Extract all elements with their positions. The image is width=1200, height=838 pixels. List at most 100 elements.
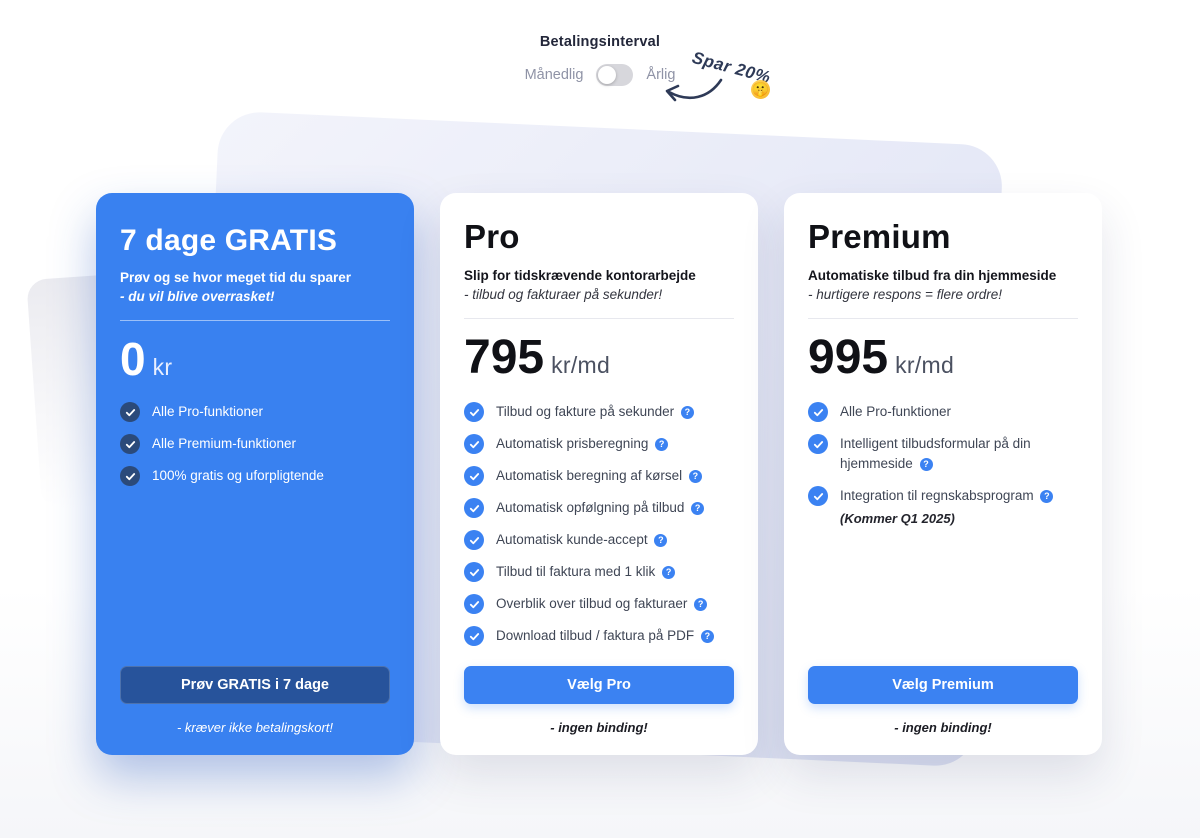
feature-item: Integration til regnskabsprogram ? (Komme… bbox=[808, 486, 1078, 529]
feature-item: Alle Pro-funktioner bbox=[808, 402, 1078, 422]
check-icon bbox=[464, 498, 484, 518]
help-icon[interactable]: ? bbox=[691, 501, 705, 515]
yearly-label[interactable]: Årlig bbox=[646, 67, 676, 83]
help-icon[interactable]: ? bbox=[662, 565, 676, 579]
check-icon bbox=[464, 530, 484, 550]
feature-note: (Kommer Q1 2025) bbox=[840, 511, 955, 526]
price-amount: 795 bbox=[464, 331, 545, 384]
price-amount: 0 bbox=[120, 333, 146, 385]
price-row: 995 kr/md bbox=[808, 334, 1078, 382]
card-spacer bbox=[120, 486, 390, 666]
plan-cta-button[interactable]: Vælg Pro bbox=[464, 666, 734, 704]
feature-label: Automatisk kunde-accept ? bbox=[496, 530, 668, 550]
feature-item: Automatisk opfølgning på tilbud ? bbox=[464, 498, 734, 518]
monthly-label[interactable]: Månedlig bbox=[524, 67, 584, 83]
feature-item: Alle Premium-funktioner bbox=[120, 434, 390, 454]
feature-label: Automatisk opfølgning på tilbud ? bbox=[496, 498, 705, 518]
feature-label: Download tilbud / faktura på PDF ? bbox=[496, 626, 714, 646]
check-icon bbox=[808, 434, 828, 454]
feature-label: Tilbud til faktura med 1 klik ? bbox=[496, 562, 676, 582]
feature-label: Automatisk prisberegning ? bbox=[496, 434, 669, 454]
check-icon bbox=[120, 466, 140, 486]
feature-item: Automatisk prisberegning ? bbox=[464, 434, 734, 454]
feature-item: 100% gratis og uforpligtende bbox=[120, 466, 390, 486]
feature-label: Intelligent tilbudsformular på din hjemm… bbox=[840, 436, 1031, 471]
plan-tagline: Automatiske tilbud fra din hjemmeside bbox=[808, 268, 1057, 283]
help-icon[interactable]: ? bbox=[655, 437, 669, 451]
plan-footnote: - kræver ikke betalingskort! bbox=[176, 720, 334, 735]
feature-item: Overblik over tilbud og fakturaer ? bbox=[464, 594, 734, 614]
plan-cta-button[interactable]: Prøv GRATIS i 7 dage bbox=[120, 666, 390, 704]
billing-interval-header: Betalingsinterval Månedlig Årlig bbox=[0, 34, 1200, 86]
plans-row: 7 dage GRATIS Prøv og se hvor meget tid … bbox=[96, 193, 1102, 755]
feature-label: 100% gratis og uforpligtende bbox=[152, 468, 324, 483]
feature-list: Alle Pro-funktioner Intelligent tilbudsfo… bbox=[808, 402, 1078, 529]
shushing-face-emoji: 🤫 bbox=[751, 80, 770, 99]
plan-title: 7 dage GRATIS bbox=[120, 224, 338, 257]
plan-tagline: Slip for tidskrævende kontorarbejde bbox=[464, 268, 696, 283]
divider bbox=[120, 320, 390, 321]
check-icon bbox=[464, 434, 484, 454]
billing-toggle-switch[interactable] bbox=[596, 64, 634, 86]
plan-tagline-note: - du vil blive overrasket! bbox=[120, 289, 275, 304]
curved-arrow-icon bbox=[665, 78, 723, 102]
plan-tagline-note: - hurtigere respons = flere ordre! bbox=[808, 287, 1002, 302]
feature-label: Integration til regnskabsprogram ? (Komme… bbox=[840, 486, 1054, 529]
price-amount: 995 bbox=[808, 331, 889, 384]
card-spacer bbox=[464, 646, 734, 666]
price-unit: kr/md bbox=[895, 352, 955, 378]
help-icon[interactable]: ? bbox=[1040, 489, 1054, 503]
price-row: 795 kr/md bbox=[464, 334, 734, 382]
check-icon bbox=[808, 402, 828, 422]
check-icon bbox=[808, 486, 828, 506]
price-unit: kr bbox=[152, 354, 173, 380]
feature-item: Alle Pro-funktioner bbox=[120, 402, 390, 422]
billing-interval-title: Betalingsinterval bbox=[539, 34, 661, 50]
feature-label: Alle Pro-funktioner bbox=[152, 404, 264, 419]
help-icon[interactable]: ? bbox=[688, 469, 702, 483]
plan-title: Pro bbox=[464, 218, 520, 255]
price-row: 0 kr bbox=[120, 336, 390, 382]
plan-card: 7 dage GRATIS Prøv og se hvor meget tid … bbox=[96, 193, 414, 755]
help-icon[interactable]: ? bbox=[680, 405, 694, 419]
check-icon bbox=[464, 626, 484, 646]
feature-item: Tilbud og fakture på sekunder ? bbox=[464, 402, 734, 422]
feature-label: Automatisk beregning af kørsel ? bbox=[496, 466, 702, 486]
divider bbox=[464, 318, 734, 319]
feature-item: Intelligent tilbudsformular på din hjemm… bbox=[808, 434, 1078, 474]
plan-cta-button[interactable]: Vælg Premium bbox=[808, 666, 1078, 704]
check-icon bbox=[464, 594, 484, 614]
check-icon bbox=[464, 402, 484, 422]
help-icon[interactable]: ? bbox=[694, 597, 708, 611]
plan-footnote: - ingen binding! bbox=[894, 720, 992, 735]
plan-card: Premium Automatiske tilbud fra din hjemm… bbox=[784, 193, 1102, 755]
check-icon bbox=[464, 562, 484, 582]
feature-label: Alle Pro-funktioner bbox=[840, 404, 952, 419]
plan-card: Pro Slip for tidskrævende kontorarbejde … bbox=[440, 193, 758, 755]
feature-list: Alle Pro-funktioner Alle Premium-funktion… bbox=[120, 402, 390, 486]
feature-label: Overblik over tilbud og fakturaer ? bbox=[496, 594, 708, 614]
plan-title: Premium bbox=[808, 218, 951, 255]
feature-item: Automatisk kunde-accept ? bbox=[464, 530, 734, 550]
feature-item: Automatisk beregning af kørsel ? bbox=[464, 466, 734, 486]
plan-tagline: Prøv og se hvor meget tid du sparer bbox=[120, 270, 352, 285]
feature-list: Tilbud og fakture på sekunder ? Automatis… bbox=[464, 402, 734, 646]
save-20-annotation: Spar 20% 🤫 bbox=[655, 48, 805, 110]
help-icon[interactable]: ? bbox=[654, 533, 668, 547]
help-icon[interactable]: ? bbox=[700, 629, 714, 643]
check-icon bbox=[120, 434, 140, 454]
feature-label: Alle Premium-funktioner bbox=[152, 436, 297, 451]
plan-tagline-note: - tilbud og fakturaer på sekunder! bbox=[464, 287, 663, 302]
card-spacer bbox=[808, 529, 1078, 666]
toggle-knob[interactable] bbox=[598, 66, 617, 84]
check-icon bbox=[120, 402, 140, 422]
check-icon bbox=[464, 466, 484, 486]
billing-toggle-row: Månedlig Årlig bbox=[524, 64, 676, 86]
feature-item: Tilbud til faktura med 1 klik ? bbox=[464, 562, 734, 582]
price-unit: kr/md bbox=[551, 352, 611, 378]
divider bbox=[808, 318, 1078, 319]
help-icon[interactable]: ? bbox=[919, 457, 933, 471]
feature-label: Tilbud og fakture på sekunder ? bbox=[496, 402, 694, 422]
plan-footnote: - ingen binding! bbox=[550, 720, 648, 735]
feature-item: Download tilbud / faktura på PDF ? bbox=[464, 626, 734, 646]
